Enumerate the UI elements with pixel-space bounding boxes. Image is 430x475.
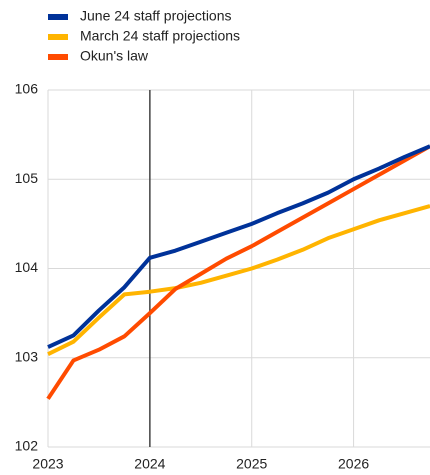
y-tick-label: 103 <box>15 348 39 364</box>
line <box>46 144 430 400</box>
y-tick-label: 105 <box>15 170 39 186</box>
line <box>47 204 430 356</box>
x-tick-label: 2026 <box>338 456 369 472</box>
line <box>47 144 430 349</box>
legend-swatch <box>48 14 68 20</box>
x-tick-label: 2024 <box>134 456 165 472</box>
legend-label: June 24 staff projections <box>80 8 232 24</box>
x-tick-label: 2023 <box>32 456 63 472</box>
legend-label: March 24 staff projections <box>80 28 240 44</box>
legend-label: Okun's law <box>80 48 149 64</box>
y-tick-label: 104 <box>15 259 39 275</box>
legend-swatch <box>48 34 68 40</box>
y-tick-label: 102 <box>15 438 39 454</box>
y-tick-label: 106 <box>15 81 39 97</box>
legend-swatch <box>48 54 68 60</box>
x-tick-label: 2025 <box>236 456 267 472</box>
